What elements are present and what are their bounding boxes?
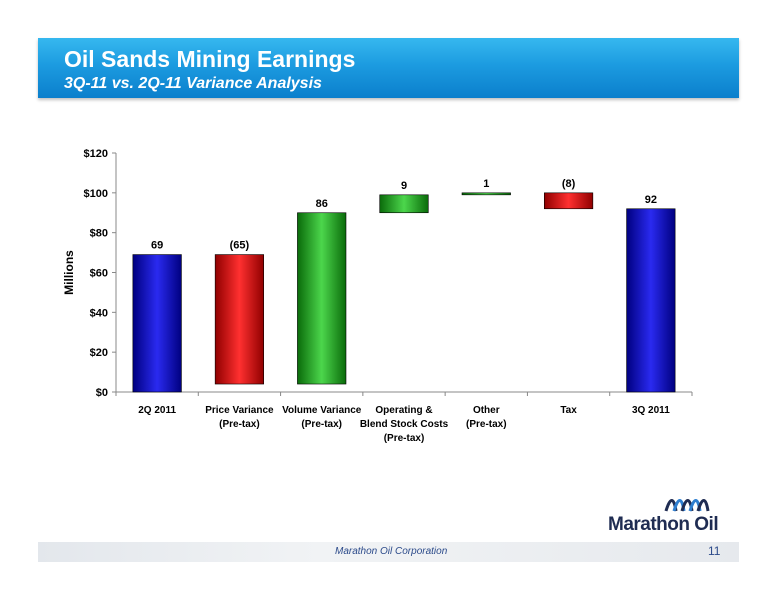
x-tick-label: Price Variance [205, 405, 274, 416]
footer-band [38, 542, 739, 562]
y-tick-label: $100 [84, 188, 108, 200]
bar-total [626, 208, 676, 393]
x-tick-label: Operating & [375, 405, 432, 416]
marathon-oil-logo: Marathon Oil [608, 495, 728, 537]
x-tick-label: Other [473, 405, 500, 416]
bar-total [132, 254, 182, 393]
x-tick-label: (Pre-tax) [301, 419, 342, 430]
x-tick-label: Blend Stock Costs [360, 419, 449, 430]
x-tick-label: 2Q 2011 [138, 405, 176, 416]
y-tick-label: $40 [90, 307, 108, 319]
y-tick-label: $20 [90, 347, 108, 359]
y-tick-label: $120 [84, 148, 108, 160]
bar-increase [461, 192, 511, 196]
bar-value-label: 86 [316, 198, 328, 210]
marathon-wave-icon [664, 499, 710, 512]
bar-value-label: (8) [562, 178, 576, 190]
x-tick-label: (Pre-tax) [384, 433, 425, 444]
bar-value-label: 92 [645, 194, 657, 206]
bar-decrease [214, 254, 265, 385]
x-tick-label: Volume Variance [282, 405, 362, 416]
page-number: 11 [708, 544, 721, 558]
x-tick-label: (Pre-tax) [219, 419, 260, 430]
bar-value-label: 1 [483, 178, 489, 190]
bar-decrease [543, 192, 594, 210]
title-banner: Oil Sands Mining Earnings 3Q-11 vs. 2Q-1… [38, 38, 739, 98]
page-title: Oil Sands Mining Earnings [64, 46, 356, 72]
footer-company: Marathon Oil Corporation [335, 546, 448, 557]
y-tick-label: $80 [90, 228, 108, 240]
bar-value-label: (65) [230, 240, 250, 252]
x-tick-label: Tax [560, 405, 577, 416]
logo-text: Marathon Oil [608, 514, 719, 535]
bar-increase [297, 212, 347, 385]
x-tick-label: (Pre-tax) [466, 419, 507, 430]
bar-increase [379, 194, 429, 214]
bar-value-label: 69 [151, 240, 163, 252]
y-tick-label: $0 [96, 387, 108, 399]
y-axis-label: Millions [62, 250, 76, 295]
y-tick-label: $60 [90, 268, 108, 280]
bar-value-label: 9 [401, 180, 407, 192]
page-subtitle: 3Q-11 vs. 2Q-11 Variance Analysis [64, 75, 322, 92]
x-tick-label: 3Q 2011 [632, 405, 670, 416]
